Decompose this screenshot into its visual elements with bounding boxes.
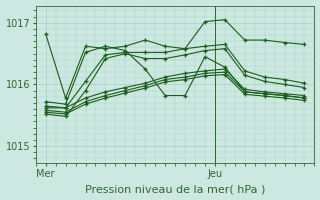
X-axis label: Pression niveau de la mer( hPa ): Pression niveau de la mer( hPa ) [85, 184, 265, 194]
